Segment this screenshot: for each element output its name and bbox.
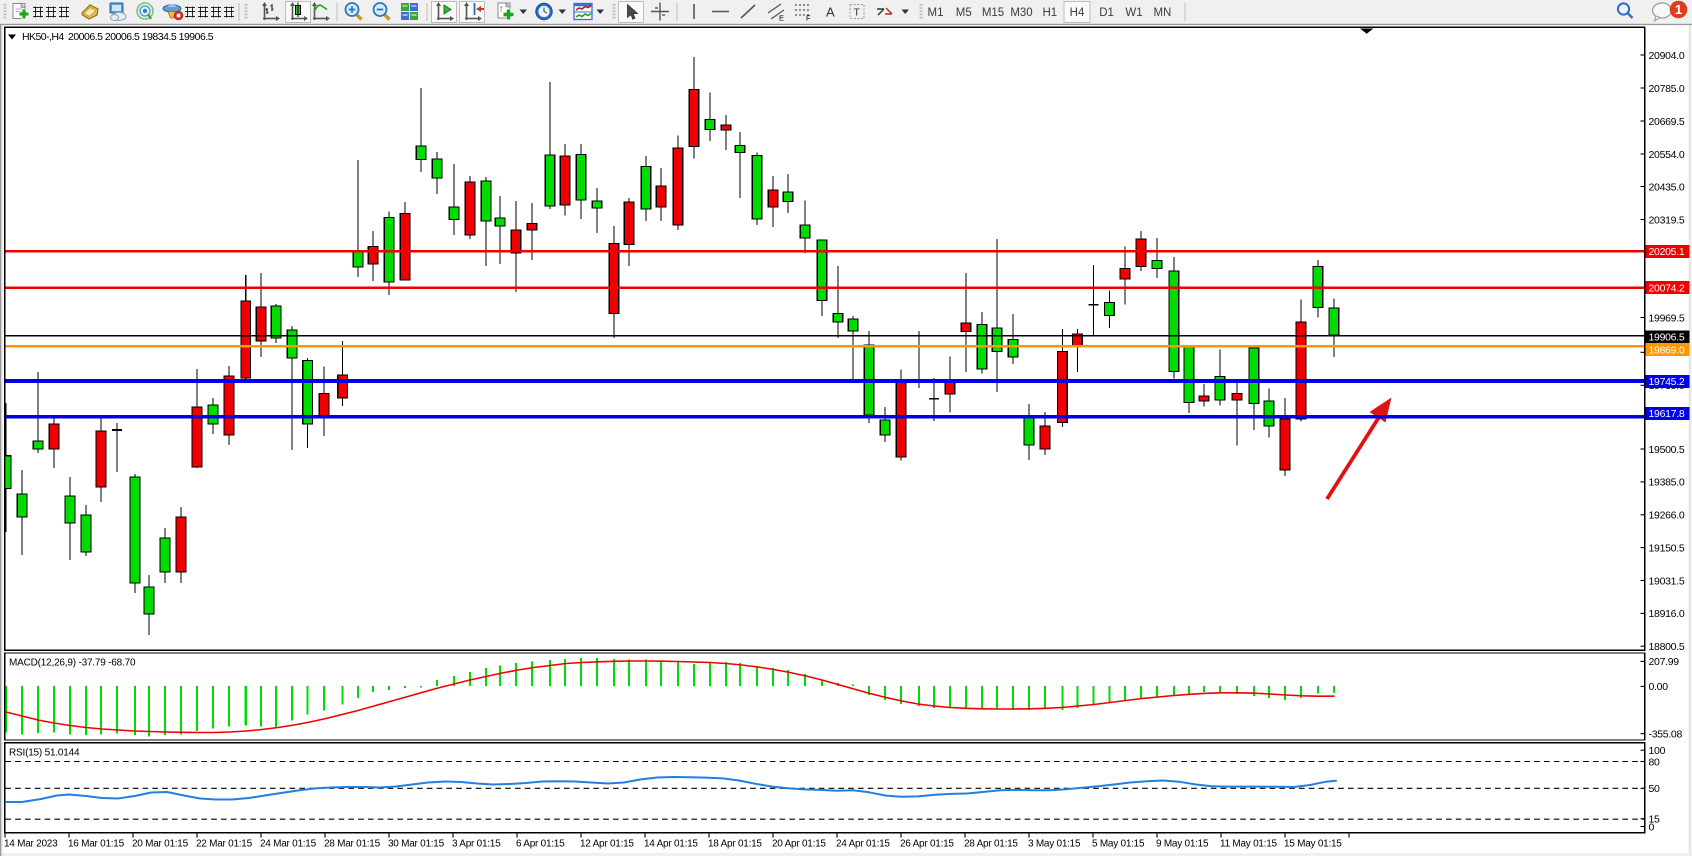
svg-text:19031.5: 19031.5 xyxy=(1649,575,1685,587)
svg-text:20904.0: 20904.0 xyxy=(1649,50,1685,62)
svg-text:19745.2: 19745.2 xyxy=(1649,376,1685,388)
svg-text:14 Mar 2023: 14 Mar 2023 xyxy=(4,839,58,850)
svg-text:HK50-,H4: HK50-,H4 xyxy=(22,31,64,43)
svg-text:11 May 01:15: 11 May 01:15 xyxy=(1220,839,1278,850)
svg-text:207.99: 207.99 xyxy=(1649,656,1680,668)
svg-text:19150.5: 19150.5 xyxy=(1649,542,1685,554)
svg-text:22 Mar 01:15: 22 Mar 01:15 xyxy=(196,839,253,850)
svg-text:MN: MN xyxy=(1153,7,1171,19)
svg-text:15 May 01:15: 15 May 01:15 xyxy=(1284,839,1342,850)
svg-text:MACD(12,26,9) -37.79 -68.70: MACD(12,26,9) -37.79 -68.70 xyxy=(9,658,136,669)
svg-text:W1: W1 xyxy=(1125,7,1142,19)
svg-text:19969.5: 19969.5 xyxy=(1649,312,1685,324)
svg-text:RSI(15) 51.0144: RSI(15) 51.0144 xyxy=(9,748,80,759)
svg-text:15: 15 xyxy=(1649,814,1661,826)
svg-text:28 Apr 01:15: 28 Apr 01:15 xyxy=(964,839,1018,850)
svg-text:20074.2: 20074.2 xyxy=(1649,283,1685,295)
svg-text:80: 80 xyxy=(1649,756,1661,768)
svg-text:20 Mar 01:15: 20 Mar 01:15 xyxy=(132,839,189,850)
svg-text:A: A xyxy=(826,5,835,20)
svg-text:20554.0: 20554.0 xyxy=(1649,149,1685,161)
svg-text:28 Mar 01:15: 28 Mar 01:15 xyxy=(324,839,381,850)
svg-text:0.00: 0.00 xyxy=(1649,681,1669,693)
svg-text:M30: M30 xyxy=(1010,7,1032,19)
svg-text:0: 0 xyxy=(1649,821,1655,833)
svg-text:20435.0: 20435.0 xyxy=(1649,181,1685,193)
svg-text:H4: H4 xyxy=(1070,7,1085,19)
svg-text:18 Apr 01:15: 18 Apr 01:15 xyxy=(708,839,762,850)
svg-text:19385.0: 19385.0 xyxy=(1649,477,1685,489)
svg-text:19266.0: 19266.0 xyxy=(1649,510,1685,522)
svg-text:19500.5: 19500.5 xyxy=(1649,444,1685,456)
svg-text:19906.5: 19906.5 xyxy=(1649,332,1685,344)
svg-text:H1: H1 xyxy=(1042,7,1057,19)
svg-text:M15: M15 xyxy=(982,7,1004,19)
svg-text:9 May 01:15: 9 May 01:15 xyxy=(1156,839,1209,850)
svg-text:1: 1 xyxy=(1675,2,1682,17)
svg-text:T: T xyxy=(854,7,861,19)
svg-text:20319.5: 20319.5 xyxy=(1649,214,1685,226)
svg-text:18800.5: 18800.5 xyxy=(1649,641,1685,653)
svg-text:19869.0: 19869.0 xyxy=(1649,344,1685,356)
svg-text:100: 100 xyxy=(1649,745,1666,757)
svg-text:50: 50 xyxy=(1649,783,1661,795)
svg-text:18916.0: 18916.0 xyxy=(1649,608,1685,620)
svg-text:20669.5: 20669.5 xyxy=(1649,116,1685,128)
svg-text:f: f xyxy=(500,5,503,14)
svg-text:24 Apr 01:15: 24 Apr 01:15 xyxy=(836,839,890,850)
svg-text:3 Apr 01:15: 3 Apr 01:15 xyxy=(452,839,501,850)
svg-text:-355.08: -355.08 xyxy=(1649,728,1683,740)
svg-text:20785.0: 20785.0 xyxy=(1649,83,1685,95)
svg-text:M1: M1 xyxy=(928,7,944,19)
svg-text:16 Mar 01:15: 16 Mar 01:15 xyxy=(68,839,125,850)
svg-text:30 Mar 01:15: 30 Mar 01:15 xyxy=(388,839,445,850)
svg-text:5 May 01:15: 5 May 01:15 xyxy=(1092,839,1145,850)
svg-text:E: E xyxy=(779,14,784,23)
svg-text:14 Apr 01:15: 14 Apr 01:15 xyxy=(644,839,698,850)
svg-text:26 Apr 01:15: 26 Apr 01:15 xyxy=(900,839,954,850)
svg-text:20006.5 20006.5 19834.5 19906.: 20006.5 20006.5 19834.5 19906.5 xyxy=(68,31,214,43)
svg-text:20 Apr 01:15: 20 Apr 01:15 xyxy=(772,839,826,850)
svg-text:19617.8: 19617.8 xyxy=(1649,408,1685,420)
svg-text:12 Apr 01:15: 12 Apr 01:15 xyxy=(580,839,634,850)
svg-text:F: F xyxy=(806,14,811,23)
svg-text:20205.1: 20205.1 xyxy=(1649,246,1685,258)
svg-text:D1: D1 xyxy=(1099,7,1114,19)
svg-text:24 Mar 01:15: 24 Mar 01:15 xyxy=(260,839,317,850)
svg-text:6 Apr 01:15: 6 Apr 01:15 xyxy=(516,839,565,850)
svg-text:3 May 01:15: 3 May 01:15 xyxy=(1028,839,1081,850)
svg-text:M5: M5 xyxy=(956,7,972,19)
